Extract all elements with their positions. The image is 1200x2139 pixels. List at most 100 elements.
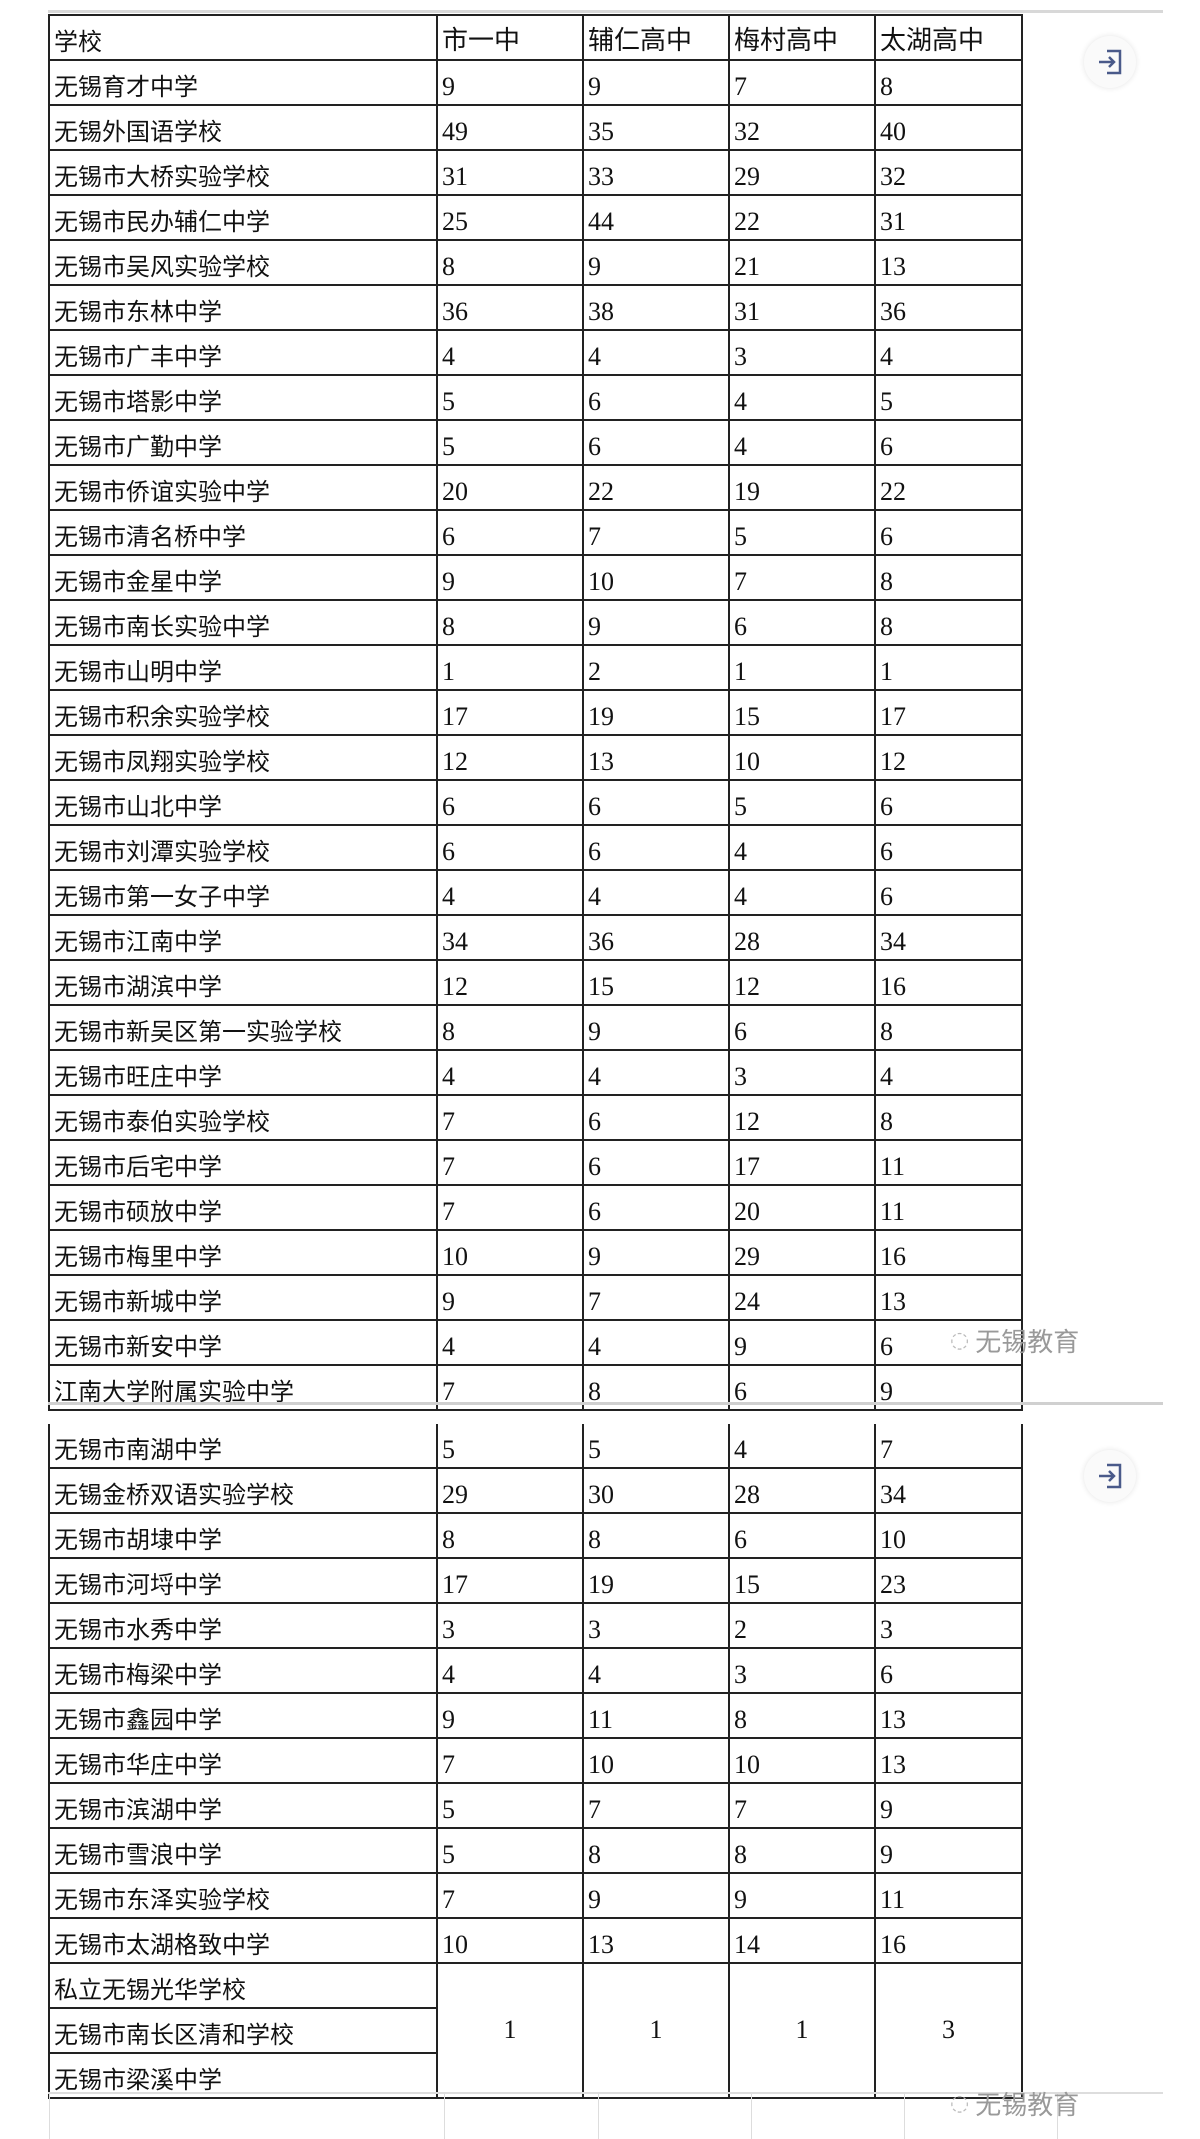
table-header-row: 学校 市一中 辅仁高中 梅村高中 太湖高中 [48, 14, 1023, 61]
table-row: 无锡市水秀中学 3 3 2 3 [48, 1602, 1023, 1649]
merged-count-cell: 3 [874, 1962, 1023, 2099]
exit-arrow-button[interactable] [1084, 1450, 1136, 1502]
school-name-cell: 无锡市东泽实验学校 [48, 1872, 438, 1919]
count-cell: 19 [582, 689, 730, 736]
exit-arrow-button[interactable] [1084, 36, 1136, 88]
school-name-cell: 无锡市广勤中学 [48, 419, 438, 466]
table-row: 无锡市南长区清和学校 [48, 2007, 1022, 2054]
count-cell: 10 [436, 1917, 584, 1964]
count-cell: 36 [436, 284, 584, 331]
count-cell: 44 [582, 194, 730, 241]
count-cell: 7 [582, 1274, 730, 1321]
count-cell: 8 [728, 1692, 876, 1739]
count-cell: 9 [436, 1274, 584, 1321]
table-row: 无锡市太湖格致中学 10 13 14 16 [48, 1917, 1023, 1964]
count-cell: 2 [582, 644, 730, 691]
count-cell: 22 [582, 464, 730, 511]
count-cell: 40 [874, 104, 1023, 151]
school-name-cell: 无锡育才中学 [48, 59, 438, 106]
school-name-cell: 无锡市吴风实验学校 [48, 239, 438, 286]
school-name-cell: 无锡市江南中学 [48, 914, 438, 961]
count-cell: 4 [728, 869, 876, 916]
count-cell: 30 [582, 1467, 730, 1514]
table-row: 私立无锡光华学校 1 1 1 3 [48, 1962, 1023, 2099]
school-name-cell: 私立无锡光华学校 [48, 1962, 438, 2009]
school-name-cell: 无锡市塔影中学 [48, 374, 438, 421]
count-cell: 31 [436, 149, 584, 196]
count-cell: 32 [874, 149, 1023, 196]
count-cell: 7 [436, 1872, 584, 1919]
count-cell: 33 [582, 149, 730, 196]
count-cell: 9 [874, 1782, 1023, 1829]
table-row: 无锡市滨湖中学 5 7 7 9 [48, 1782, 1023, 1829]
count-cell: 4 [436, 869, 584, 916]
table-row: 无锡市梁溪中学 [48, 2052, 1022, 2099]
count-cell: 9 [874, 1827, 1023, 1874]
table-row: 无锡市华庄中学 7 10 10 13 [48, 1737, 1023, 1784]
table-row: 无锡市梅梁中学 4 4 3 6 [48, 1647, 1023, 1694]
count-cell: 4 [874, 1049, 1023, 1096]
count-cell: 11 [582, 1692, 730, 1739]
school-name-cell: 无锡市新安中学 [48, 1319, 438, 1366]
count-cell: 梅村高中 [728, 14, 876, 61]
count-cell: 5 [582, 1424, 730, 1469]
school-name-cell: 学校 [48, 14, 438, 61]
school-name-cell: 无锡市民办辅仁中学 [48, 194, 438, 241]
count-cell: 7 [436, 1184, 584, 1231]
count-cell: 4 [728, 824, 876, 871]
count-cell: 8 [874, 554, 1023, 601]
count-cell: 5 [728, 509, 876, 556]
count-cell: 7 [436, 1139, 584, 1186]
count-cell: 8 [436, 1004, 584, 1051]
table-row: 无锡市金星中学 9 10 7 8 [48, 554, 1023, 601]
count-cell: 16 [874, 1229, 1023, 1276]
count-cell: 29 [436, 1467, 584, 1514]
count-cell: 15 [728, 689, 876, 736]
count-cell: 8 [728, 1827, 876, 1874]
count-cell: 辅仁高中 [582, 14, 730, 61]
count-cell: 31 [874, 194, 1023, 241]
count-cell: 9 [436, 1692, 584, 1739]
count-cell: 9 [436, 59, 584, 106]
count-cell: 25 [436, 194, 584, 241]
table-row: 无锡市鑫园中学 9 11 8 13 [48, 1692, 1023, 1739]
school-name-cell: 无锡市刘潭实验学校 [48, 824, 438, 871]
count-cell: 32 [728, 104, 876, 151]
count-cell: 2 [728, 1602, 876, 1649]
count-cell: 4 [436, 1647, 584, 1694]
count-cell: 5 [436, 1424, 584, 1469]
count-cell: 4 [582, 1647, 730, 1694]
count-cell: 7 [582, 509, 730, 556]
count-cell: 4 [728, 419, 876, 466]
table-row: 无锡外国语学校 49 35 32 40 [48, 104, 1023, 151]
count-cell: 6 [582, 779, 730, 826]
table-row: 无锡市侨谊实验中学 20 22 19 22 [48, 464, 1023, 511]
school-name-cell: 无锡市滨湖中学 [48, 1782, 438, 1829]
merged-count-cell: 1 [436, 1962, 584, 2099]
table-row: 无锡市湖滨中学 12 15 12 16 [48, 959, 1023, 1006]
wechat-icon: ◌ [950, 1328, 970, 1353]
count-cell: 8 [874, 599, 1023, 646]
table-row: 无锡市南长实验中学 8 9 6 8 [48, 599, 1023, 646]
count-cell: 9 [582, 59, 730, 106]
count-cell: 8 [874, 1094, 1023, 1141]
grid-line [444, 2094, 445, 2139]
count-cell: 9 [582, 1004, 730, 1051]
count-cell: 34 [874, 1467, 1023, 1514]
school-name-cell: 无锡外国语学校 [48, 104, 438, 151]
table-row: 无锡市旺庄中学 4 4 3 4 [48, 1049, 1023, 1096]
count-cell: 6 [874, 779, 1023, 826]
merged-count-cell: 1 [582, 1962, 730, 2099]
count-cell: 35 [582, 104, 730, 151]
table-row: 无锡市积余实验学校 17 19 15 17 [48, 689, 1023, 736]
count-cell: 13 [874, 1737, 1023, 1784]
count-cell: 17 [436, 1557, 584, 1604]
count-cell: 15 [582, 959, 730, 1006]
count-cell: 22 [874, 464, 1023, 511]
count-cell: 6 [874, 869, 1023, 916]
count-cell: 3 [728, 1647, 876, 1694]
table-row: 无锡育才中学 9 9 7 8 [48, 59, 1023, 106]
count-cell: 6 [436, 779, 584, 826]
bottom-divider [48, 2092, 1163, 2094]
count-cell: 7 [436, 1094, 584, 1141]
